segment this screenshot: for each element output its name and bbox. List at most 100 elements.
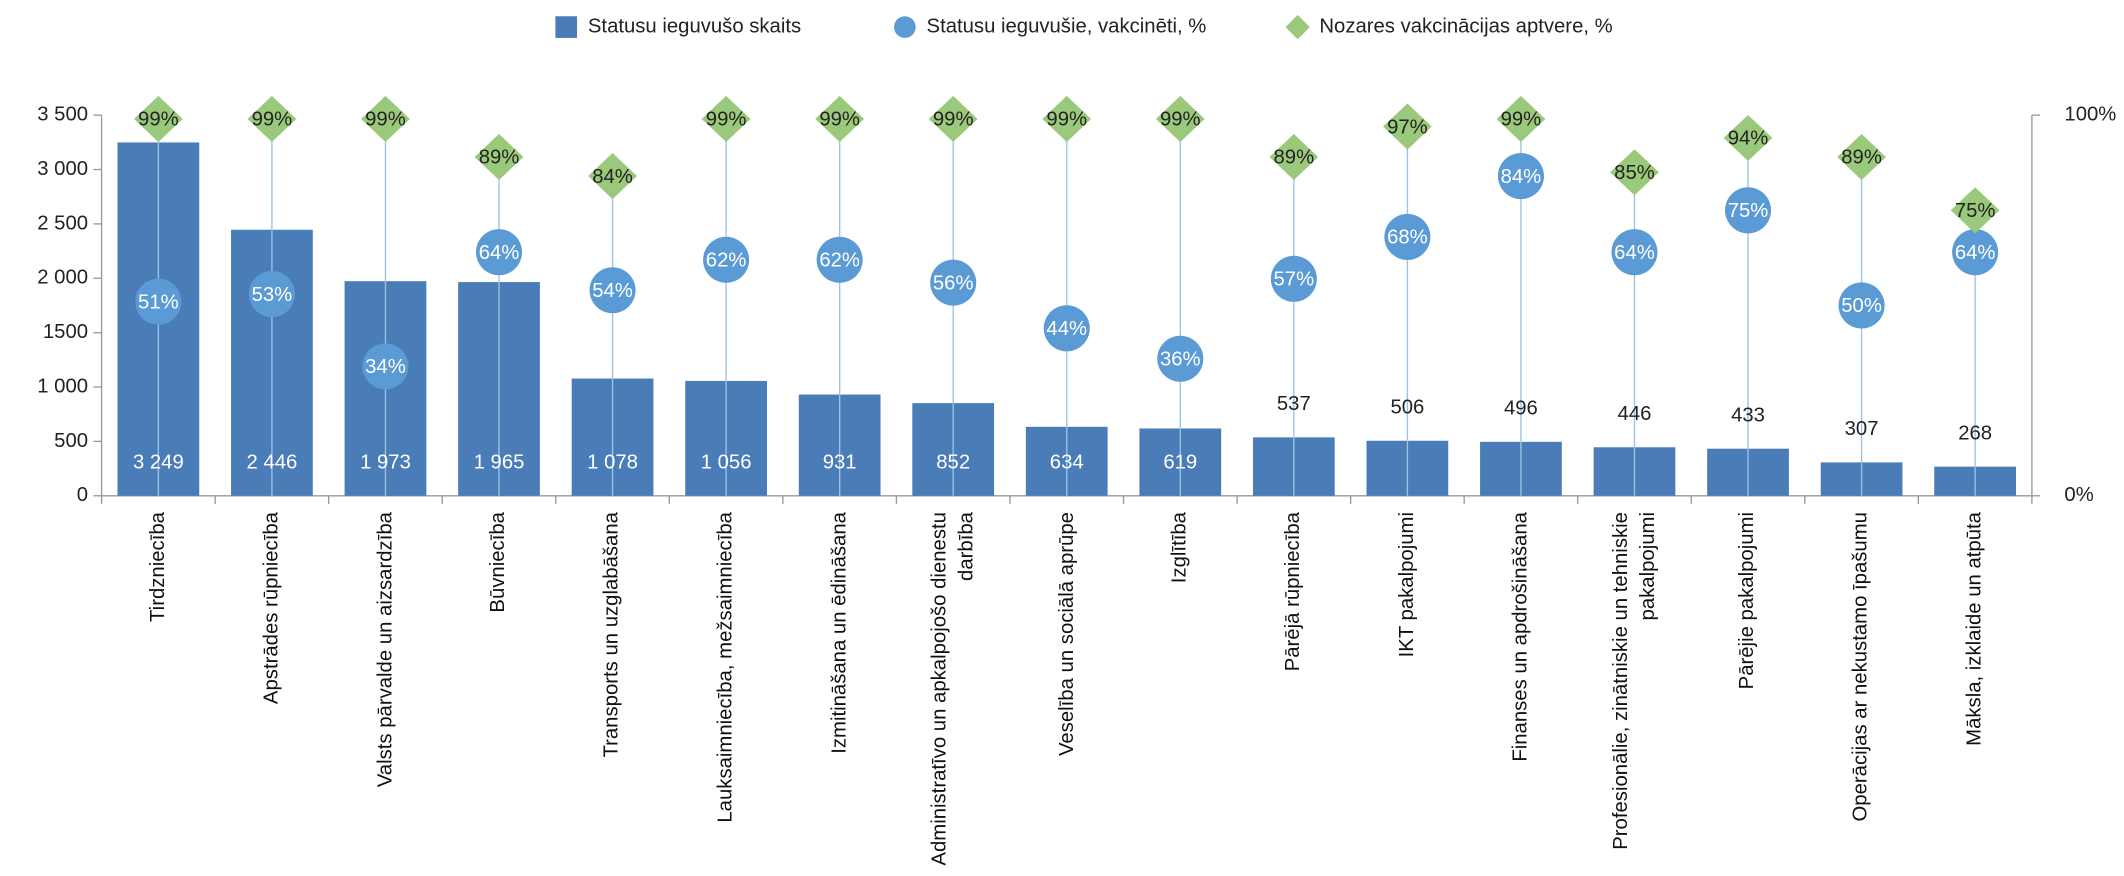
marker-label: 99% — [1501, 109, 1542, 131]
marker-label: 75% — [1728, 200, 1769, 222]
marker-label: 84% — [1501, 166, 1542, 188]
marker-label: 99% — [138, 109, 179, 131]
marker-label: 62% — [706, 249, 747, 271]
bar-value-label: 268 — [1958, 422, 1992, 444]
vaccinated-marker — [816, 236, 863, 283]
legend-label: Nozares vakcinācijas aptvere, % — [1319, 15, 1612, 37]
y2-tick-label: 100% — [2064, 104, 2116, 126]
y-tick-label: 1 000 — [37, 375, 88, 397]
vaccinated-marker — [1725, 187, 1772, 234]
marker-label: 53% — [252, 284, 293, 306]
vaccinated-marker — [1384, 213, 1431, 260]
marker-label: 51% — [138, 291, 179, 313]
vaccinated-marker — [1497, 153, 1544, 200]
coverage-marker — [247, 95, 297, 142]
marker-label: 99% — [933, 109, 974, 131]
marker-label: 99% — [252, 109, 293, 131]
marker-label: 84% — [592, 166, 633, 188]
marker-label: 75% — [1955, 200, 1996, 222]
bar-value-label: 433 — [1731, 405, 1765, 427]
marker-label: 94% — [1728, 128, 1769, 150]
vaccinated-marker — [1838, 282, 1885, 329]
marker-label: 85% — [1614, 162, 1655, 184]
bar-value-label: 2 446 — [247, 452, 298, 474]
category-label: Pārējā rūpniecība — [1281, 512, 1305, 672]
legend-label: Statusu ieguvušo skaits — [588, 15, 801, 37]
bar-value-label: 619 — [1163, 452, 1197, 474]
marker-label: 56% — [933, 272, 974, 294]
marker-label: 68% — [1387, 227, 1428, 249]
category-label: Transports un uzglabāšana — [600, 512, 624, 758]
marker-label: 89% — [479, 147, 520, 169]
y-tick-label: 3 000 — [37, 158, 88, 180]
category-label: IKT pakalpojumi — [1395, 512, 1419, 658]
marker-label: 64% — [1614, 242, 1655, 264]
marker-label: 99% — [706, 109, 747, 131]
vaccinated-marker — [703, 236, 750, 283]
category-label: Operācijas ar nekustamo īpašumu — [1849, 512, 1873, 822]
vaccinated-marker — [589, 267, 636, 314]
bar-value-label: 1 965 — [474, 452, 525, 474]
legend-swatch — [1285, 14, 1310, 40]
vaccinated-marker — [475, 229, 523, 276]
category-label: Finanses un apdrošināšana — [1508, 512, 1532, 762]
vaccinated-marker — [930, 259, 977, 306]
marker-label: 89% — [1841, 147, 1882, 169]
category-label: Veselība un sociālā aprūpe — [1054, 512, 1078, 757]
marker-label: 36% — [1160, 348, 1201, 370]
marker-label: 50% — [1841, 295, 1882, 317]
legend-swatch — [894, 16, 916, 38]
coverage-marker — [701, 95, 751, 142]
category-label: Būvniecība — [486, 512, 510, 613]
vaccinated-marker — [1157, 335, 1204, 382]
bar-value-label: 1 078 — [587, 452, 638, 474]
marker-label: 44% — [1046, 318, 1087, 340]
category-label: Izmitināšana un ēdināšana — [827, 512, 851, 754]
legend-swatch — [555, 16, 578, 38]
marker-label: 99% — [819, 109, 860, 131]
marker-label: 99% — [1160, 109, 1201, 131]
coverage-marker — [133, 95, 183, 142]
bar-value-label: 1 056 — [701, 452, 752, 474]
vaccinated-marker — [1611, 229, 1658, 276]
y2-tick-label: 0% — [2064, 484, 2093, 506]
marker-label: 54% — [592, 280, 633, 302]
vaccinated-marker — [248, 271, 295, 318]
marker-label: 34% — [365, 356, 406, 378]
coverage-marker — [1496, 95, 1546, 142]
coverage-marker — [1042, 95, 1092, 142]
bar-value-label: 506 — [1390, 397, 1424, 419]
bar-value-label: 852 — [936, 452, 970, 474]
category-label: Izglītība — [1168, 512, 1192, 584]
marker-label: 89% — [1274, 147, 1315, 169]
y-tick-label: 3 500 — [37, 104, 88, 126]
coverage-marker — [1723, 114, 1773, 162]
y-tick-label: 2 000 — [37, 267, 88, 289]
vaccinated-marker — [362, 343, 409, 390]
category-label: Tirdzniecība — [146, 512, 170, 622]
marker-label: 64% — [1955, 242, 1996, 264]
coverage-marker — [1269, 133, 1319, 181]
bar-value-label: 931 — [823, 452, 857, 474]
category-label: Pārējie pakalpojumi — [1735, 512, 1759, 690]
coverage-marker — [1383, 103, 1432, 150]
coverage-marker — [1837, 133, 1886, 181]
y-tick-label: 500 — [54, 430, 88, 452]
vaccinated-marker — [1043, 305, 1090, 352]
bar-value-label: 496 — [1504, 398, 1538, 420]
vaccinated-marker — [1952, 229, 1999, 276]
bar-value-label: 537 — [1277, 393, 1311, 415]
coverage-marker — [1155, 95, 1205, 142]
coverage-marker — [474, 133, 524, 181]
coverage-marker — [815, 95, 865, 142]
bar-value-label: 3 249 — [133, 452, 184, 474]
y-tick-label: 1500 — [43, 321, 88, 343]
y-tick-label: 0 — [77, 484, 88, 506]
marker-label: 57% — [1274, 269, 1315, 291]
coverage-marker — [588, 153, 637, 200]
marker-label: 97% — [1387, 116, 1428, 138]
marker-label: 99% — [365, 109, 406, 131]
vaccinated-marker — [1270, 255, 1317, 302]
category-label: Valsts pārvalde un aizsardzība — [373, 512, 397, 788]
